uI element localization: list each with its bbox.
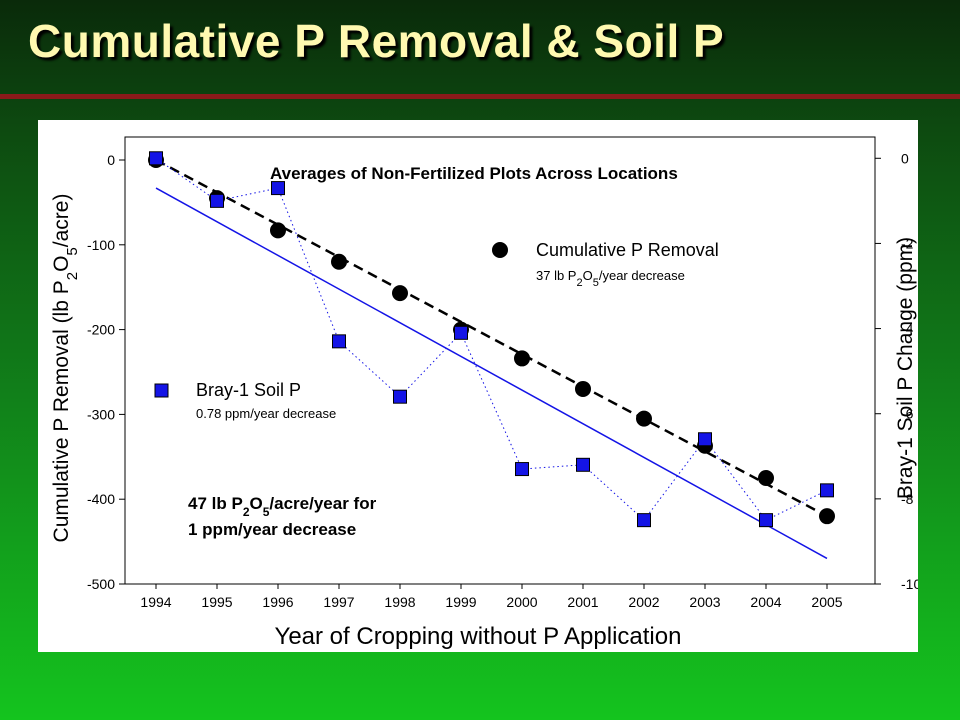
soil-p-point	[393, 389, 407, 404]
axis-ticks: 1994 1995 1996 1997 1998 1999 2000 2001 2002 2003…	[87, 150, 921, 610]
y-left-tick-label: 0	[107, 152, 115, 168]
x-tick-label: 1999	[445, 594, 476, 610]
trendlines	[155, 158, 828, 560]
legend-label-removal: Cumulative P Removal	[536, 240, 719, 260]
x-tick-label: 1994	[140, 594, 171, 610]
chart-panel: Year of Cropping without P Application C…	[38, 120, 921, 652]
x-tick-label: 1998	[384, 594, 415, 610]
y-right-tick-label: -8	[901, 491, 914, 507]
removal-point	[514, 350, 530, 367]
slide-title: Cumulative P Removal & Soil P	[28, 15, 725, 67]
removal-point	[758, 470, 774, 486]
removal-point	[575, 380, 591, 397]
chart-svg: Year of Cropping without P Application C…	[50, 136, 921, 650]
y-right-tick-label: -2	[901, 235, 914, 251]
soil-p-point	[332, 334, 346, 349]
x-tick-label: 2000	[506, 594, 537, 610]
ratio-annotation-line2: 1 ppm/year decrease	[188, 520, 356, 539]
y-right-axis-title: Bray-1 Soil P Change (ppm)	[894, 237, 917, 499]
legend-label-soil-p: Bray-1 Soil P	[196, 380, 301, 400]
title-divider	[0, 94, 960, 99]
legend: Cumulative P Removal 37 lb P2O5/year decr…	[154, 240, 719, 421]
soil-p-point	[698, 432, 712, 447]
x-tick-label: 2005	[811, 594, 842, 610]
soil-p-point	[820, 483, 834, 498]
y-right-tick-label: -4	[901, 321, 914, 337]
x-tick-label: 2003	[689, 594, 720, 610]
removal-point	[636, 410, 652, 427]
soil-p-point	[515, 462, 529, 477]
soil-p-trendline	[155, 187, 828, 560]
plot-frame	[124, 136, 876, 585]
x-tick-label: 2001	[567, 594, 598, 610]
soil-p-point	[454, 325, 468, 340]
removal-trendline	[155, 158, 828, 518]
soil-p-point	[637, 513, 651, 528]
y-left-tick-label: -500	[87, 576, 115, 592]
soil-p-point	[759, 513, 773, 528]
soil-p-point	[271, 181, 285, 196]
data-markers	[148, 151, 835, 528]
chart-annotation-top: Averages of Non-Fertilized Plots Across …	[270, 164, 678, 183]
y-left-tick-label: -200	[87, 322, 115, 338]
series-connectors	[155, 157, 828, 521]
x-tick-label: 2002	[628, 594, 659, 610]
soil-p-point	[149, 151, 163, 166]
removal-point	[331, 253, 347, 270]
soil-p-point	[210, 193, 224, 208]
y-right-tick-label: 0	[901, 150, 909, 166]
removal-point	[270, 222, 286, 239]
y-left-axis-title: Cumulative P Removal (lb P2O5/acre)	[50, 194, 81, 543]
soil-p-point	[576, 457, 590, 472]
x-tick-label: 1997	[323, 594, 354, 610]
soil-p-connector	[155, 157, 828, 521]
y-right-tick-label: -10	[901, 576, 918, 592]
removal-point	[392, 285, 408, 302]
legend-note-soil-p: 0.78 ppm/year decrease	[196, 406, 336, 421]
legend-marker-removal	[492, 242, 508, 258]
x-tick-label: 2004	[750, 594, 781, 610]
ratio-annotation-line1: 47 lb P2O5/acre/year for	[188, 494, 377, 519]
y-left-tick-label: -300	[87, 406, 115, 422]
y-left-tick-label: -400	[87, 491, 115, 507]
removal-point	[819, 508, 835, 525]
legend-marker-soil-p	[154, 383, 169, 398]
x-tick-label: 1995	[201, 594, 232, 610]
y-right-tick-label: -6	[901, 406, 914, 422]
x-axis-title: Year of Cropping without P Application	[275, 623, 682, 650]
x-tick-label: 1996	[262, 594, 293, 610]
y-left-tick-label: -100	[87, 237, 115, 253]
legend-note-removal: 37 lb P2O5/year decrease	[536, 268, 685, 289]
